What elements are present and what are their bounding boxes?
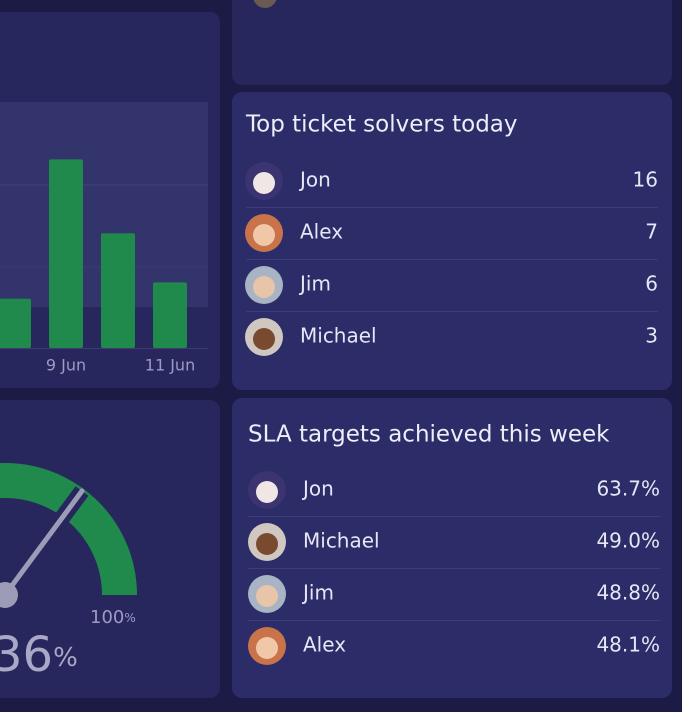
row-value: 16 <box>633 168 658 192</box>
avatar-face <box>256 533 278 555</box>
avatar-face <box>256 481 278 503</box>
gauge-unit: % <box>53 643 78 673</box>
needle-hub <box>0 582 18 608</box>
row-name: Jim <box>301 581 334 605</box>
row-value: 7 <box>645 220 658 244</box>
sla-card <box>232 398 672 698</box>
row-value: 49.0% <box>596 529 660 553</box>
lists: Jon 16 Alex 7 Jim 6 Michael 3 Jon 63.7% Michael 49.… <box>245 162 660 665</box>
x-tick-label: 9 Jun <box>46 356 86 375</box>
bar <box>101 233 135 348</box>
gauge: 36% 100% <box>0 463 137 683</box>
gauge-max-unit: % <box>124 611 135 625</box>
gauge-arc <box>0 463 137 595</box>
avatar-face <box>256 585 278 607</box>
row-value: 6 <box>645 272 658 296</box>
row-name: Michael <box>303 529 380 553</box>
bar <box>49 159 83 348</box>
solvers-card <box>232 92 672 390</box>
row-value: 3 <box>645 324 658 348</box>
row-name: Michael <box>300 324 377 348</box>
avatar-face <box>253 276 275 298</box>
row-name: Jon <box>298 168 331 192</box>
x-tick-label: 11 Jun <box>145 356 195 375</box>
needle <box>2 488 85 598</box>
bar <box>0 298 31 348</box>
gauge-value: 36% <box>0 627 78 683</box>
row-name: Jim <box>298 272 331 296</box>
avatar-face <box>253 328 275 350</box>
avatar-face <box>256 637 278 659</box>
row-name: Alex <box>300 220 343 244</box>
bars: 9 Jun 11 Jun <box>0 159 195 375</box>
avatar-face <box>253 172 275 194</box>
card-title: SLA targets achieved this week <box>248 422 610 448</box>
bar <box>153 282 187 348</box>
row-name: Jon <box>301 477 334 501</box>
gauge-number: 36 <box>0 627 53 683</box>
gauge-max-number: 100 <box>90 607 124 628</box>
gauge-max: 100% <box>90 607 136 628</box>
row-value: 63.7% <box>596 477 660 501</box>
avatar <box>253 0 277 8</box>
row-value: 48.8% <box>596 581 660 605</box>
avatar-face <box>253 224 275 246</box>
card-title: Top ticket solvers today <box>245 112 518 138</box>
row-name: Alex <box>303 633 346 657</box>
top-card <box>232 0 672 85</box>
row-value: 48.1% <box>596 633 660 657</box>
